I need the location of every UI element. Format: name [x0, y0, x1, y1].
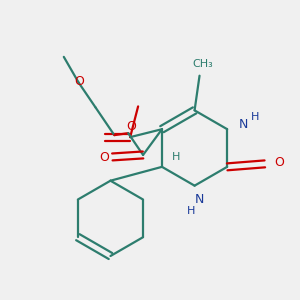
- Text: O: O: [126, 120, 136, 133]
- Text: H: H: [172, 152, 180, 162]
- Text: N: N: [195, 193, 204, 206]
- Text: H: H: [186, 206, 195, 216]
- Text: H: H: [251, 112, 259, 122]
- Text: O: O: [100, 152, 110, 164]
- Text: CH₃: CH₃: [192, 59, 213, 69]
- Text: O: O: [75, 75, 85, 88]
- Text: N: N: [238, 118, 248, 131]
- Text: O: O: [274, 156, 284, 170]
